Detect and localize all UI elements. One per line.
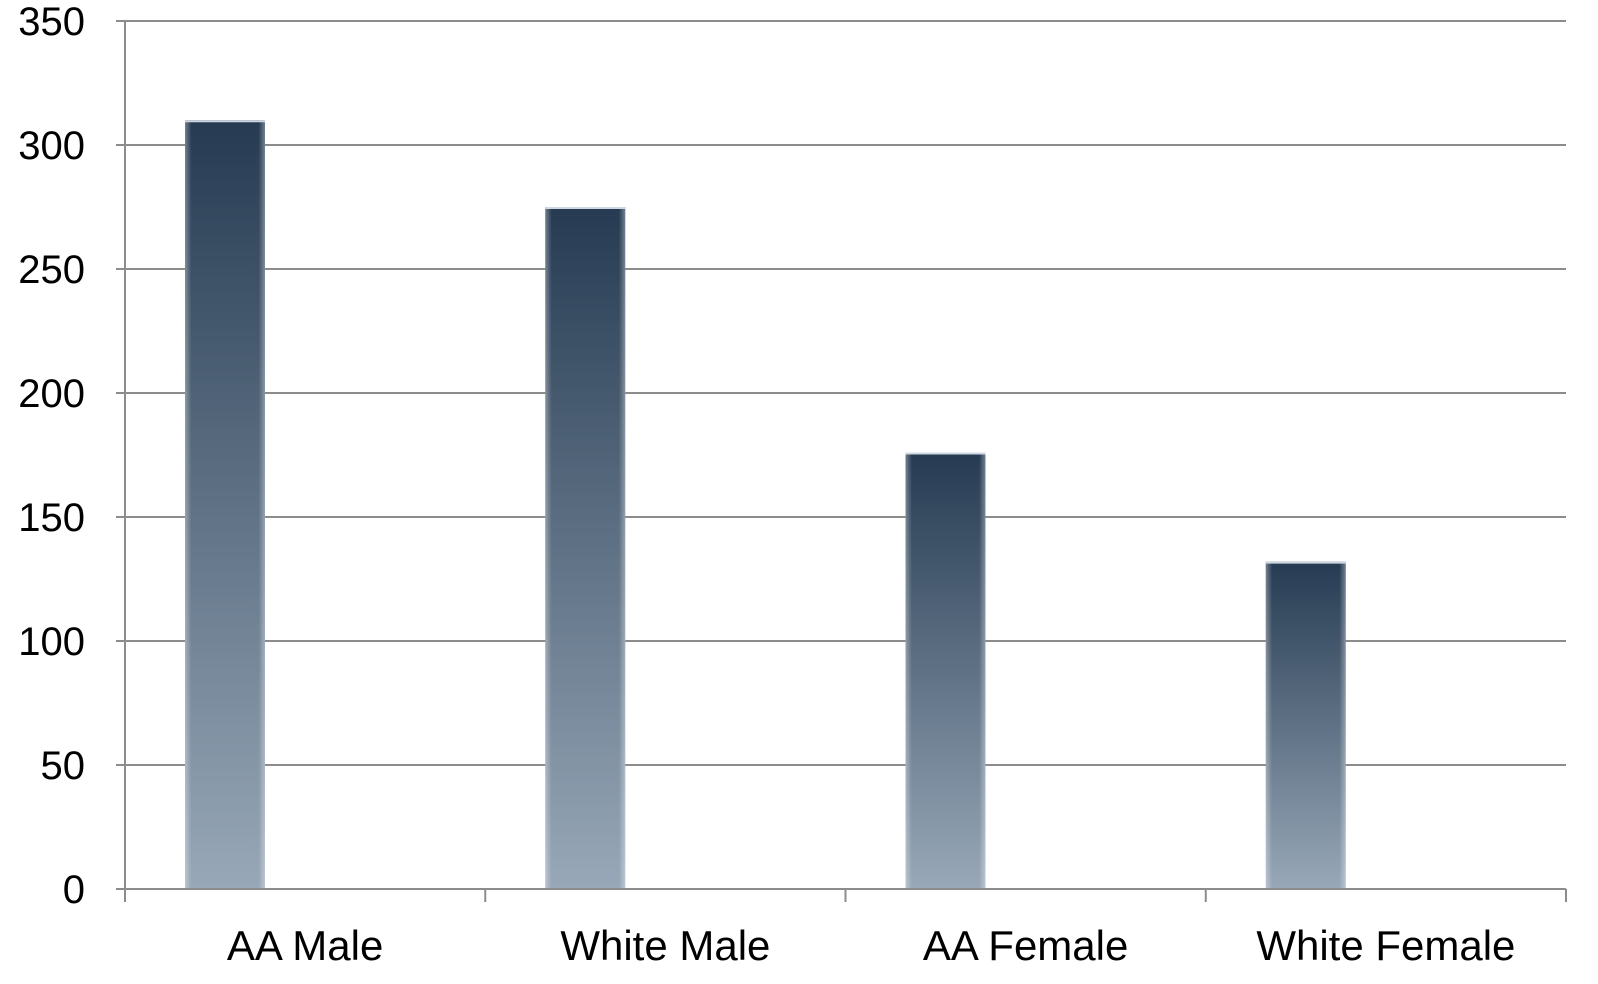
bar-highlight [185, 120, 265, 889]
y-tick-label: 300 [18, 124, 85, 168]
x-category-label: AA Female [923, 922, 1128, 969]
bar-highlight [545, 207, 626, 889]
y-tick-label: 50 [41, 744, 86, 788]
labels: 0 50 100 150 200 250 300 350 AA Male White Male AA… [18, 0, 1515, 969]
x-category-label: White Male [560, 922, 770, 969]
x-category-label: AA Male [227, 922, 383, 969]
y-tick-label: 0 [63, 868, 85, 912]
y-tick-label: 350 [18, 0, 85, 44]
bars [185, 120, 1346, 889]
bar-highlight [905, 452, 986, 889]
bar-highlight [1265, 561, 1346, 889]
x-category-label: White Female [1256, 922, 1515, 969]
y-tick-label: 150 [18, 496, 85, 540]
gridlines [125, 20, 1566, 766]
axes [116, 20, 1567, 902]
y-tick-label: 200 [18, 372, 85, 416]
y-tick-label: 250 [18, 248, 85, 292]
y-tick-label: 100 [18, 620, 85, 664]
